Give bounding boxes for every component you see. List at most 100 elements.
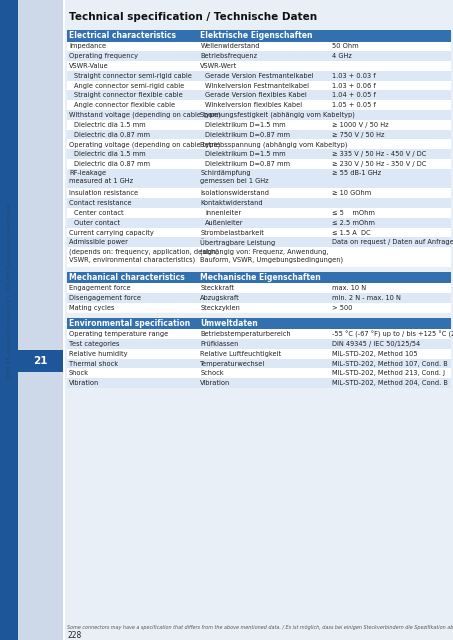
Bar [67,284,451,293]
Text: Dielectric dia 0.87 mm: Dielectric dia 0.87 mm [74,161,150,167]
Text: ≤ 1.5 A  DC: ≤ 1.5 A DC [332,230,370,236]
Text: Dielectric dia 1.5 mm: Dielectric dia 1.5 mm [74,122,145,128]
Text: Temperaturwechsel: Temperaturwechsel [200,360,265,367]
Bar [67,272,451,284]
Text: Dielektrikum D=1.5 mm: Dielektrikum D=1.5 mm [205,122,286,128]
Text: MIL-STD-202, Method 105: MIL-STD-202, Method 105 [332,351,417,356]
Text: 1.04 + 0.05 f: 1.04 + 0.05 f [332,92,376,99]
Bar [67,149,451,159]
Text: Mechanical characteristics: Mechanical characteristics [69,273,185,282]
Text: Winkelversion Festmantelkabel: Winkelversion Festmantelkabel [205,83,309,88]
Bar [67,71,451,81]
Text: Withstand voltage (depending on cable type): Withstand voltage (depending on cable ty… [69,112,221,118]
Text: Schock: Schock [200,371,224,376]
Text: Contact resistance: Contact resistance [69,200,131,206]
Text: Angle connector semi-rigid cable: Angle connector semi-rigid cable [74,83,184,88]
Text: ≤ 2.5 mOhm: ≤ 2.5 mOhm [332,220,375,226]
Bar [67,378,451,388]
Text: > 500: > 500 [332,305,352,311]
Text: Gerade Version Festmantelkabel: Gerade Version Festmantelkabel [205,73,314,79]
Bar [67,51,451,61]
Text: max. 10 N: max. 10 N [332,285,366,291]
Text: Isolationswiderstand: Isolationswiderstand [200,190,270,196]
Text: MIL-STD-202, Method 204, Cond. B: MIL-STD-202, Method 204, Cond. B [332,380,448,386]
Text: Some connectors may have a specification that differs from the above mentioned d: Some connectors may have a specification… [67,625,453,630]
Text: 1.03 + 0.06 f: 1.03 + 0.06 f [332,83,376,88]
Text: Steckkraft: Steckkraft [200,285,234,291]
Text: Betriebstemperaturbereich: Betriebstemperaturbereich [200,331,291,337]
Bar [67,159,451,169]
Text: 1.03 + 0.03 f: 1.03 + 0.03 f [332,73,375,79]
Bar [67,318,451,330]
Text: ≥ 10 GOhm: ≥ 10 GOhm [332,190,371,196]
Text: Innenleiter: Innenleiter [205,210,241,216]
Text: Mechanische Eigenschaften: Mechanische Eigenschaften [200,273,321,282]
Bar [18,350,63,372]
Bar [67,303,451,313]
Bar [67,330,451,339]
Bar [67,189,451,198]
Bar [67,42,451,51]
Text: Operating temperature range: Operating temperature range [69,331,168,337]
Text: Current carrying capacity: Current carrying capacity [69,230,154,236]
Text: Angle connector flexible cable: Angle connector flexible cable [74,102,175,108]
Text: Schirdämpfung
gemessen bei 1 GHz: Schirdämpfung gemessen bei 1 GHz [200,170,269,184]
Text: Betriebsspannung (abhängig vom Kabeltyp): Betriebsspannung (abhängig vom Kabeltyp) [200,141,348,148]
Text: Dielektrikum D=1.5 mm: Dielektrikum D=1.5 mm [205,151,286,157]
Text: 1.05 + 0.05 f: 1.05 + 0.05 f [332,102,376,108]
Bar [67,61,451,71]
Bar [67,140,451,149]
Text: ≥ 230 V / 50 Hz - 350 V / DC: ≥ 230 V / 50 Hz - 350 V / DC [332,161,426,167]
Text: Vibration: Vibration [69,380,99,386]
Text: Straight connector flexible cable: Straight connector flexible cable [74,92,183,99]
Text: Steckzyklen: Steckzyklen [200,305,240,311]
Bar [67,228,451,237]
Text: Relative humidity: Relative humidity [69,351,127,356]
Text: Außenleiter: Außenleiter [205,220,244,226]
Text: -55 °C (-67 °F) up to / bis +125 °C (257 °F): -55 °C (-67 °F) up to / bis +125 °C (257… [332,331,453,338]
Text: RF-leakage
measured at 1 GHz: RF-leakage measured at 1 GHz [69,170,133,184]
Text: Kontaktwiderstand: Kontaktwiderstand [200,200,263,206]
Text: Betriebsfrequenz: Betriebsfrequenz [200,53,257,59]
Text: 21: 21 [33,356,48,366]
Bar [67,81,451,90]
Bar [18,0,63,640]
Bar [65,0,453,640]
Text: Insulation resistance: Insulation resistance [69,190,138,196]
Text: SMS RF-coaxial connectors / SMS HF-Koaxialsteckverbinder: SMS RF-coaxial connectors / SMS HF-Koaxi… [6,202,11,378]
Text: Engagement force: Engagement force [69,285,130,291]
Bar [67,120,451,130]
Bar [67,130,451,140]
Text: Dielektrikum D=0.87 mm: Dielektrikum D=0.87 mm [205,161,290,167]
Text: 50 Ohm: 50 Ohm [332,44,358,49]
Text: Environmental specification: Environmental specification [69,319,190,328]
Text: ≥ 1000 V / 50 Hz: ≥ 1000 V / 50 Hz [332,122,388,128]
Text: Strombelastbarkeit: Strombelastbarkeit [200,230,264,236]
Text: ≤ 5    mOhm: ≤ 5 mOhm [332,210,375,216]
Text: (abhängig von: Frequenz, Anwendung,
Bauform, VSWR, Umgebungsbedingungen): (abhängig von: Frequenz, Anwendung, Bauf… [200,249,343,263]
Text: Electrical characteristics: Electrical characteristics [69,31,176,40]
Bar [67,169,451,189]
Text: Straight connector semi-rigid cable: Straight connector semi-rigid cable [74,73,192,79]
Text: Operating voltage (depending on cable type): Operating voltage (depending on cable ty… [69,141,220,148]
Bar [67,208,451,218]
Text: Umweltdaten: Umweltdaten [200,319,258,328]
Text: min. 2 N - max. 10 N: min. 2 N - max. 10 N [332,295,400,301]
Text: Wellenwiderstand: Wellenwiderstand [200,44,260,49]
Text: Spannungsfestigkeit (abhängig vom Kabeltyp): Spannungsfestigkeit (abhängig vom Kabelt… [200,112,355,118]
Text: 4 GHz: 4 GHz [332,53,352,59]
Bar [67,339,451,349]
Bar [67,247,451,267]
Text: Übertragbare Leistung: Übertragbare Leistung [200,239,275,246]
Text: MIL-STD-202, Method 213, Cond. J: MIL-STD-202, Method 213, Cond. J [332,371,445,376]
Text: MIL-STD-202, Method 107, Cond. B: MIL-STD-202, Method 107, Cond. B [332,360,448,367]
Text: Shock: Shock [69,371,89,376]
Bar [67,90,451,100]
Bar [67,237,451,247]
Text: Mating cycles: Mating cycles [69,305,115,311]
Bar [67,198,451,208]
Text: Prüfklassen: Prüfklassen [200,341,239,347]
Text: Winkelversion flexibles Kabel: Winkelversion flexibles Kabel [205,102,303,108]
Text: Data on request / Daten auf Anfrage: Data on request / Daten auf Anfrage [332,239,453,245]
Text: Thermal shock: Thermal shock [69,360,118,367]
